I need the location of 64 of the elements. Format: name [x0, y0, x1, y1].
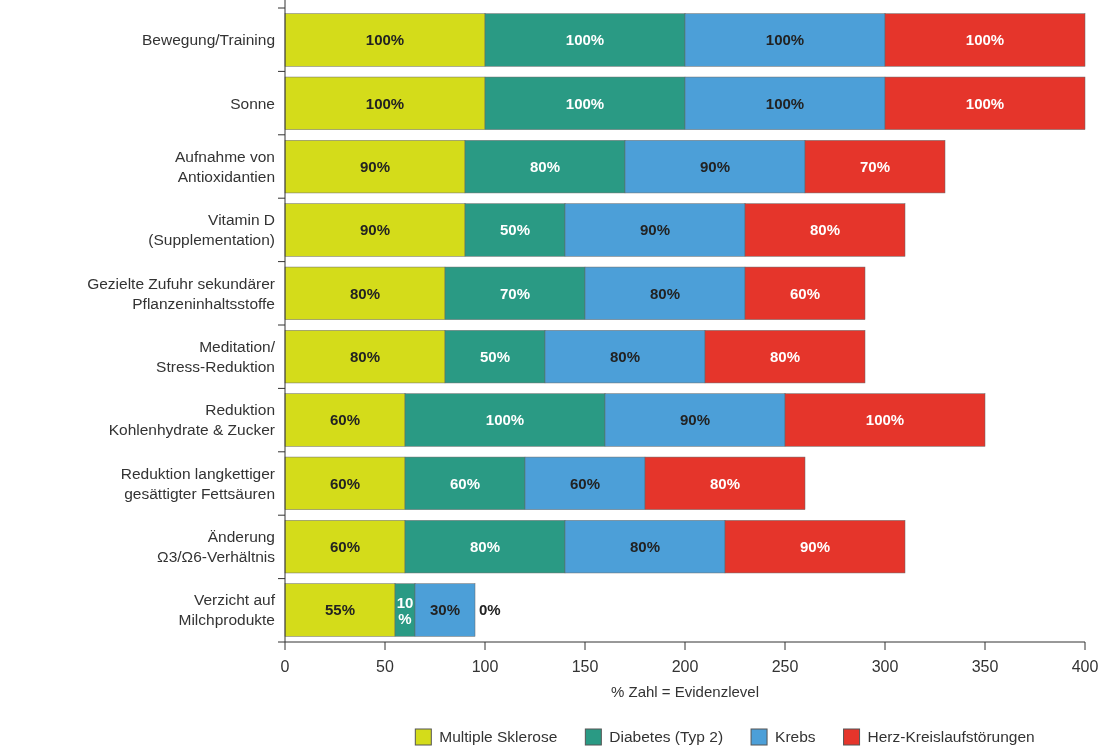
data-label: 80% [769, 347, 801, 365]
data-label: 60% [789, 284, 821, 302]
x-tick-label: 200 [671, 658, 699, 675]
legend-label: Diabetes (Typ 2) [609, 728, 724, 745]
data-label: 90% [799, 537, 831, 555]
y-tick-label: Vitamin D (Supplementation) [148, 211, 275, 249]
legend-label: Herz-Kreislaufstörungen [867, 728, 1035, 745]
x-axis-title: % Zahl = Evidenzlevel [611, 683, 759, 700]
data-label: 100% [485, 411, 525, 429]
data-label: 70% [859, 157, 891, 175]
data-label: 10% [396, 594, 414, 628]
data-label: 90% [699, 157, 731, 175]
y-tick-label: Sonne [230, 94, 275, 112]
data-label: 100% [765, 94, 805, 112]
data-label: 100% [565, 94, 605, 112]
data-label: 80% [349, 347, 381, 365]
data-label: 80% [629, 537, 661, 555]
y-tick-label: Reduktion langkettiger gesättigter Fettsäuren [120, 464, 275, 502]
data-label: 50% [499, 221, 531, 239]
data-label: 100% [865, 411, 905, 429]
data-label: 60% [329, 474, 361, 492]
data-label: 100% [365, 31, 405, 49]
x-tick-label: 150 [571, 658, 599, 675]
data-label: 100% [965, 31, 1005, 49]
data-label: 80% [529, 157, 561, 175]
y-tick-label: Verzicht auf Milchprodukte [178, 591, 276, 629]
data-label: 55% [324, 601, 356, 619]
legend-label: Krebs [775, 728, 816, 745]
data-label: 0% [479, 601, 501, 619]
y-tick-label: Aufnahme von Antioxidantien [175, 148, 275, 186]
data-label: 70% [499, 284, 531, 302]
data-label: 90% [679, 411, 711, 429]
data-label: 50% [479, 347, 511, 365]
x-tick-label: 350 [971, 658, 999, 675]
data-label: 60% [329, 537, 361, 555]
data-label: 60% [449, 474, 481, 492]
data-label: 100% [965, 94, 1005, 112]
data-label: 80% [649, 284, 681, 302]
data-label: 90% [359, 221, 391, 239]
data-label: 30% [429, 601, 461, 619]
data-label: 100% [765, 31, 805, 49]
y-tick-label: Gezielte Zufuhr sekundärer Pflanzeninhaltsstoffe [87, 274, 275, 312]
data-label: 60% [329, 411, 361, 429]
x-tick-label: 250 [771, 658, 799, 675]
y-tick-label: Reduktion Kohlenhydrate & Zucker [108, 401, 275, 439]
x-tick-label: 300 [871, 658, 899, 675]
data-label: 100% [565, 31, 605, 49]
data-label: 80% [349, 284, 381, 302]
data-label: 80% [609, 347, 641, 365]
data-label: 90% [639, 221, 671, 239]
data-label: 100% [365, 94, 405, 112]
x-tick-label: 50 [376, 658, 394, 675]
data-label: 90% [359, 157, 391, 175]
x-tick-label: 400 [1071, 658, 1099, 675]
data-label: 80% [709, 474, 741, 492]
y-tick-label: Änderung Ω3/Ω6-Verhältnis [157, 528, 276, 566]
y-tick-label: Meditation/ Stress-Reduktion [156, 338, 276, 376]
data-label: 60% [569, 474, 601, 492]
data-label: 80% [809, 221, 841, 239]
data-label: 80% [469, 537, 501, 555]
y-tick-label: Bewegung/Training [142, 31, 275, 49]
legend-label: Multiple Sklerose [439, 728, 558, 745]
x-tick-label: 100 [471, 658, 499, 675]
x-tick-label: 0 [280, 658, 290, 675]
